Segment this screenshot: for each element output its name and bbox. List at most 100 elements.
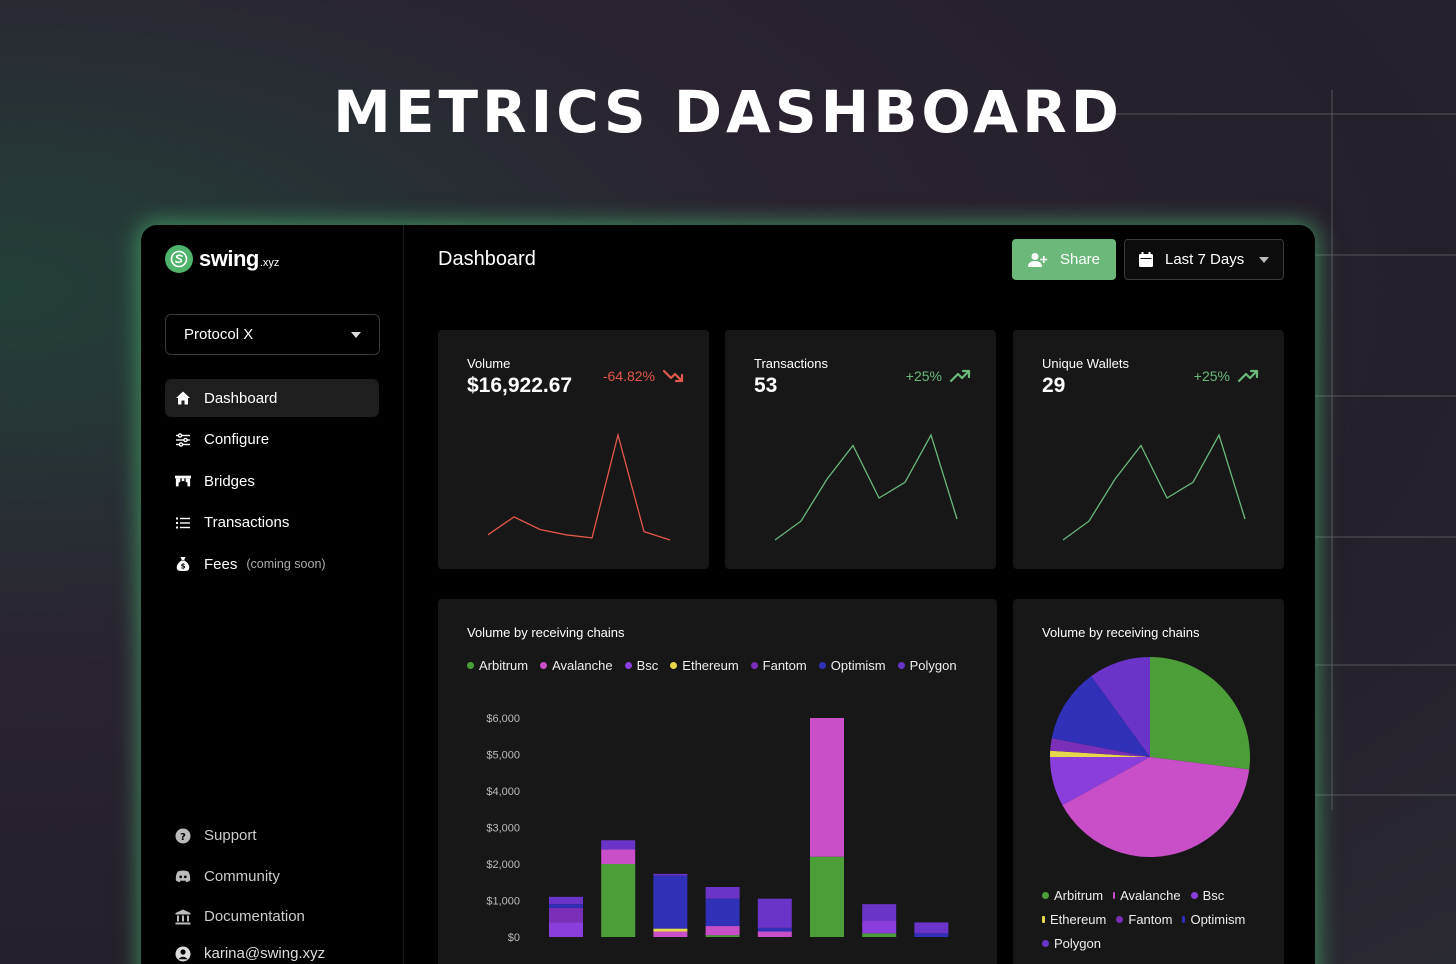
- bar-segment-avalanche[interactable]: [705, 926, 740, 936]
- legend-label: Ethereum: [1050, 912, 1107, 927]
- bar-segment-polygon[interactable]: [705, 886, 740, 899]
- legend-label: Arbitrum: [479, 658, 529, 673]
- bar-segment-arbitrum[interactable]: [810, 856, 844, 937]
- pie-slice-ethereum[interactable]: [1050, 750, 1150, 757]
- metric-card-volume: Volume $16,922.67 -64.82%: [438, 330, 709, 569]
- sidebar-item-label: Community: [204, 867, 280, 885]
- legend-item-optimism[interactable]: Optimism: [1182, 912, 1245, 927]
- sidebar-item-bridges[interactable]: Bridges: [165, 462, 379, 500]
- sidebar-item-configure[interactable]: Configure: [165, 421, 379, 459]
- y-tick-label: $0: [508, 932, 520, 944]
- legend-label: Avalanche: [552, 658, 613, 673]
- sidebar-item-label: Fees: [204, 555, 238, 573]
- date-range-label: Last 7 Days: [1165, 251, 1245, 268]
- legend-dot: [1113, 892, 1116, 899]
- chevron-down-icon: [1259, 256, 1269, 263]
- pie-slice-polygon[interactable]: [1091, 657, 1150, 757]
- bar-segment-polygon[interactable]: [914, 922, 949, 934]
- bar-segment-avalanche[interactable]: [757, 931, 792, 937]
- protocol-select-value: Protocol X: [184, 326, 254, 343]
- legend-item-fantom[interactable]: Fantom: [1116, 912, 1172, 927]
- sidebar-item-dashboard[interactable]: Dashboard: [165, 379, 379, 417]
- legend-label: Polygon: [1054, 936, 1101, 951]
- bar-segment-polygon[interactable]: [549, 896, 583, 905]
- legend-dot: [1042, 916, 1045, 923]
- legend-dot: [1042, 940, 1049, 947]
- legend-item-arbitrum[interactable]: Arbitrum: [467, 658, 528, 673]
- bar-segment-avalanche[interactable]: [601, 849, 636, 864]
- legend-dot: [624, 662, 632, 669]
- bar-segment-polygon[interactable]: [757, 898, 792, 928]
- legend-dot: [1042, 892, 1049, 899]
- pie-slice-bsc[interactable]: [1050, 757, 1150, 806]
- legend-dot: [818, 662, 826, 669]
- chart-title: Volume by receiving chains: [467, 625, 625, 640]
- sparkline-line: [774, 433, 958, 541]
- bar-segment-optimism[interactable]: [914, 933, 949, 937]
- metric-change: +25%: [1194, 368, 1260, 384]
- bar-segment-arbitrum[interactable]: [705, 935, 740, 937]
- sparkline: [487, 432, 671, 541]
- svg-text:?: ?: [180, 832, 186, 843]
- legend-item-ethereum[interactable]: Ethereum: [1042, 912, 1106, 927]
- pie-slice-fantom[interactable]: [1050, 738, 1150, 757]
- bar-segment-optimism[interactable]: [757, 927, 792, 932]
- brand[interactable]: swing .xyz: [165, 245, 279, 273]
- pie-slice-avalanche[interactable]: [1062, 757, 1250, 857]
- legend-item-avalanche[interactable]: Avalanche: [540, 658, 613, 673]
- legend-item-arbitrum[interactable]: Arbitrum: [1042, 888, 1103, 903]
- metric-card-transactions: Transactions 53 +25%: [725, 330, 996, 569]
- share-button[interactable]: Share: [1012, 239, 1116, 280]
- protocol-select[interactable]: Protocol X: [165, 314, 380, 355]
- bar-segment-polygon[interactable]: [601, 840, 636, 850]
- money-bag-icon: $: [175, 556, 191, 572]
- legend-item-fantom[interactable]: Fantom: [750, 658, 807, 673]
- pie-slice-arbitrum[interactable]: [1150, 657, 1250, 770]
- app-window: swing .xyz Protocol X Dashboard Configur…: [141, 225, 1315, 964]
- legend-item-optimism[interactable]: Optimism: [818, 658, 886, 673]
- bar-segment-fantom[interactable]: [549, 907, 583, 923]
- legend-item-polygon[interactable]: Polygon: [1042, 936, 1101, 951]
- metric-change: +25%: [906, 368, 972, 384]
- chart-title: Volume by receiving chains: [1042, 625, 1200, 640]
- user-account[interactable]: karina@swing.xyz: [175, 945, 325, 962]
- swing-logo-icon: [165, 245, 193, 273]
- sidebar-item-label: Configure: [204, 431, 270, 448]
- sidebar-item-documentation[interactable]: Documentation: [165, 898, 379, 935]
- bar-segment-polygon[interactable]: [862, 904, 897, 921]
- bar-segment-optimism[interactable]: [705, 898, 740, 927]
- legend-item-avalanche[interactable]: Avalanche: [1113, 888, 1181, 903]
- share-button-label: Share: [1059, 251, 1101, 268]
- bar-segment-arbitrum[interactable]: [601, 864, 636, 937]
- sidebar-item-transactions[interactable]: Transactions: [165, 504, 379, 542]
- bar-segment-ethereum[interactable]: [653, 928, 688, 932]
- legend-item-bsc[interactable]: Bsc: [1190, 888, 1224, 903]
- brand-tld: .xyz: [259, 257, 280, 269]
- y-tick-label: $6,000: [486, 713, 520, 725]
- legend-item-bsc[interactable]: Bsc: [624, 658, 658, 673]
- bar-segment-arbitrum[interactable]: [862, 933, 897, 937]
- sidebar-item-label: Documentation: [204, 908, 305, 925]
- metric-value: 29: [1042, 374, 1066, 397]
- bar-segment-bsc[interactable]: [862, 920, 897, 934]
- sidebar-item-support[interactable]: ? Support: [165, 817, 379, 854]
- sparkline-line: [1062, 433, 1246, 541]
- bar-chart: $6,000 $5,000 $4,000 $3,000 $2,000 $1,000 $0: [486, 713, 949, 944]
- date-range-select[interactable]: Last 7 Days: [1124, 239, 1284, 280]
- metric-value: $16,922.67: [467, 374, 573, 397]
- pie-slice-optimism[interactable]: [1051, 676, 1150, 757]
- bar-segment-polygon[interactable]: [653, 873, 688, 876]
- legend-label: Fantom: [762, 658, 807, 673]
- sidebar: swing .xyz Protocol X Dashboard Configur…: [141, 225, 404, 964]
- legend-item-polygon[interactable]: Polygon: [897, 658, 957, 673]
- bar-segment-optimism[interactable]: [549, 904, 583, 908]
- bar-segment-avalanche[interactable]: [653, 931, 688, 937]
- legend-item-ethereum[interactable]: Ethereum: [670, 658, 739, 673]
- sidebar-item-label: Transactions: [204, 514, 290, 531]
- discord-icon: [175, 868, 191, 884]
- sidebar-item-community[interactable]: Community: [165, 858, 379, 895]
- bar-segment-optimism[interactable]: [653, 875, 688, 929]
- bar-segment-avalanche[interactable]: [810, 718, 844, 857]
- sidebar-item-fees[interactable]: $ Fees (coming soon): [165, 545, 379, 583]
- bar-segment-bsc[interactable]: [549, 922, 583, 937]
